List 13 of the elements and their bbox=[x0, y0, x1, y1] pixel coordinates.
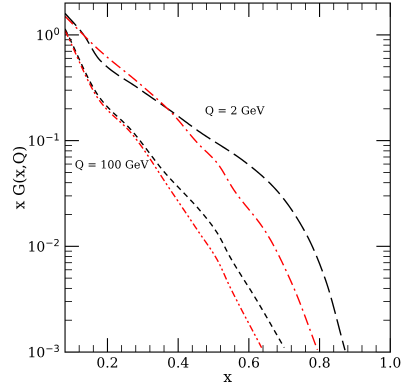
y-axis-title: x G(x,Q) bbox=[12, 146, 27, 210]
annotation: Q = 100 GeV bbox=[75, 160, 149, 170]
x-tick-label: 0.2 bbox=[97, 357, 118, 368]
x-tick-label: 1.0 bbox=[380, 357, 400, 368]
x-axis-title: x bbox=[224, 374, 232, 382]
x-tick-label: 0.4 bbox=[168, 357, 189, 368]
y-tick-label: 10$^{−2}$ bbox=[29, 238, 59, 252]
x-tick-label: 0.6 bbox=[238, 357, 260, 368]
x-tick-label: 0.8 bbox=[309, 357, 330, 368]
y-tick-label: 10$^{−3}$ bbox=[29, 344, 59, 358]
y-tick-label: 10$^{0}$ bbox=[37, 28, 60, 40]
annotation: Q = 2 GeV bbox=[206, 106, 265, 116]
y-tick-label: 10$^{−1}$ bbox=[29, 133, 59, 146]
